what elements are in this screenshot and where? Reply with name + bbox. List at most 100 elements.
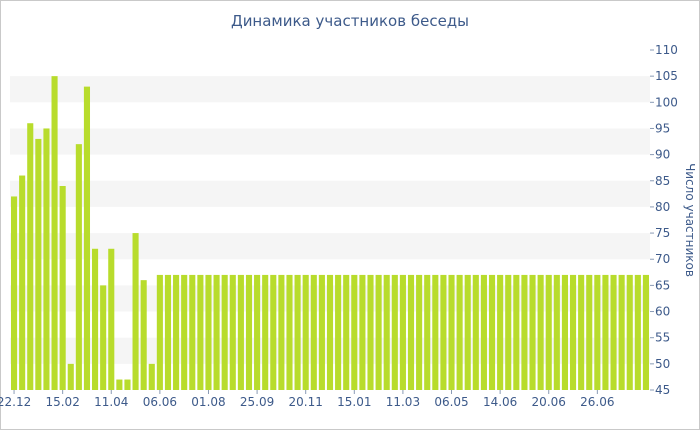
- bar: [189, 274, 196, 390]
- y-tick-label: 70: [655, 252, 670, 266]
- bar: [513, 274, 520, 390]
- bar: [19, 175, 26, 390]
- bar: [359, 274, 366, 390]
- y-tick-label: 45: [655, 383, 670, 397]
- y-tick-label: 100: [655, 95, 678, 109]
- bar: [116, 379, 123, 390]
- x-tick-label: 06.05: [434, 395, 468, 409]
- y-tick-label: 90: [655, 148, 670, 162]
- bar: [561, 274, 568, 390]
- bar: [399, 274, 406, 390]
- bar: [416, 274, 423, 390]
- bar: [367, 274, 374, 390]
- bar: [432, 274, 439, 390]
- bar: [132, 233, 139, 390]
- bar: [488, 274, 496, 390]
- bar: [83, 86, 91, 391]
- bar: [100, 285, 107, 390]
- x-tick-label: 26.06: [580, 395, 614, 409]
- y-tick-label: 85: [655, 174, 670, 188]
- x-tick-label: 06.06: [143, 395, 177, 409]
- bar: [254, 274, 261, 390]
- x-tick-label: 25.09: [240, 395, 274, 409]
- bar: [440, 274, 447, 390]
- bar: [578, 274, 585, 390]
- grid-band: [10, 76, 650, 103]
- bar: [229, 274, 236, 390]
- bar: [181, 274, 188, 390]
- bar: [553, 274, 560, 390]
- x-tick-label: 01.08: [191, 395, 225, 409]
- bar: [124, 379, 131, 390]
- bar: [618, 274, 625, 390]
- bar: [480, 274, 487, 390]
- bar: [537, 274, 544, 390]
- bar: [156, 274, 163, 390]
- bar: [335, 274, 342, 390]
- y-tick-label: 110: [655, 43, 678, 57]
- y-axis-ticks: 45 50 55 60 65 70 75 80 85 90 95 100 105 110: [650, 43, 678, 397]
- bar: [294, 274, 301, 390]
- bar: [521, 274, 528, 390]
- bar: [407, 274, 415, 390]
- bar: [140, 280, 147, 390]
- bar: [448, 274, 455, 390]
- bar: [529, 274, 536, 390]
- bar: [505, 274, 512, 390]
- y-tick-label: 55: [655, 331, 670, 345]
- y-tick-label: 105: [655, 69, 678, 83]
- grid-band: [10, 128, 650, 155]
- bar: [569, 274, 577, 390]
- x-tick-label: 14.06: [483, 395, 517, 409]
- bar: [205, 274, 212, 390]
- bar: [472, 274, 479, 390]
- bar: [343, 274, 350, 390]
- bar: [108, 248, 115, 390]
- bar: [602, 274, 609, 390]
- y-tick-label: 95: [655, 121, 670, 135]
- bar: [92, 248, 99, 390]
- x-axis-ticks: 22.12 15.02 11.04 06.06 01.08 25.09 20.11 15.01…: [0, 390, 615, 409]
- bar: [59, 186, 66, 390]
- x-tick-label: 11.04: [94, 395, 128, 409]
- bar: [148, 363, 155, 390]
- bar: [221, 274, 228, 390]
- bar: [310, 274, 317, 390]
- y-tick-label: 50: [655, 357, 670, 371]
- bar: [173, 274, 180, 390]
- bar: [43, 128, 50, 390]
- bar: [326, 274, 334, 390]
- bar: [391, 274, 398, 390]
- y-axis-title: Число участников: [683, 163, 697, 277]
- bar: [383, 274, 390, 390]
- grid-band: [10, 180, 650, 207]
- bar: [237, 274, 244, 390]
- bar: [286, 274, 293, 390]
- bar: [302, 274, 309, 390]
- bar: [278, 274, 285, 390]
- bar: [27, 123, 34, 390]
- bar: [35, 138, 42, 390]
- bar: [456, 274, 463, 390]
- bar: [497, 274, 504, 390]
- bar: [626, 274, 633, 390]
- bar: [586, 274, 593, 390]
- bar: [213, 274, 220, 390]
- bar: [464, 274, 471, 390]
- bar: [164, 274, 172, 390]
- x-tick-label: 22.12: [0, 395, 31, 409]
- y-tick-label: 65: [655, 278, 670, 292]
- x-tick-label: 15.01: [337, 395, 371, 409]
- chart-title: Динамика участников беседы: [230, 12, 470, 30]
- bars-group: [11, 76, 649, 391]
- bar: [424, 274, 431, 390]
- bar: [318, 274, 325, 390]
- y-tick-label: 75: [655, 226, 670, 240]
- bar: [375, 274, 382, 390]
- bar: [51, 76, 58, 391]
- x-tick-label: 20.11: [289, 395, 323, 409]
- bar: [245, 274, 253, 390]
- bar: [270, 274, 277, 390]
- bar: [610, 274, 617, 390]
